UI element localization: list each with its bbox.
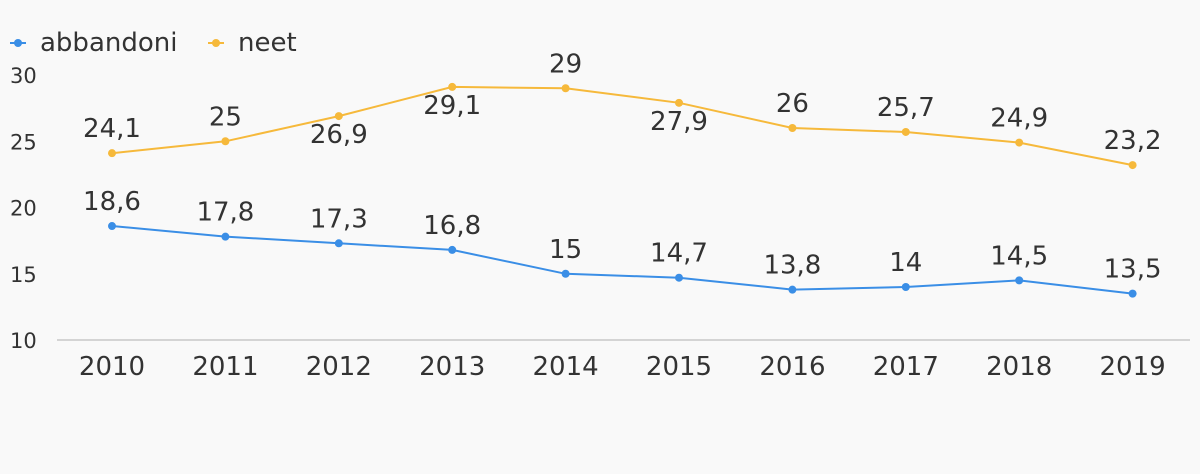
data-point-neet — [561, 84, 570, 93]
series-line-neet — [111, 85, 1133, 167]
x-tick-label: 2018 — [986, 352, 1052, 382]
data-label-neet: 24,1 — [83, 114, 141, 144]
data-point-abbandoni — [334, 239, 343, 248]
data-point-abbandoni — [221, 232, 230, 241]
data-label-neet: 25,7 — [877, 93, 935, 123]
data-label-neet: 23,2 — [1104, 126, 1162, 156]
data-point-neet — [675, 98, 683, 107]
legend-swatch-dot-abbandoni — [14, 39, 22, 47]
data-point-abbandoni — [675, 273, 683, 282]
data-label-abbandoni: 14 — [889, 248, 922, 278]
data-label-neet: 29,1 — [423, 91, 481, 121]
data-point-abbandoni — [788, 285, 797, 294]
data-label-neet: 24,9 — [990, 104, 1048, 134]
y-tick-label: 30 — [10, 64, 37, 88]
data-point-neet — [901, 127, 910, 136]
legend-label-neet: neet — [238, 28, 297, 58]
data-point-abbandoni — [448, 245, 457, 254]
x-tick-label: 2013 — [419, 352, 485, 382]
x-tick-label: 2017 — [873, 352, 939, 382]
data-label-abbandoni: 13,8 — [763, 251, 821, 281]
y-tick-label: 20 — [10, 197, 37, 221]
data-point-abbandoni — [1015, 276, 1024, 285]
data-point-abbandoni — [901, 283, 910, 291]
y-tick-label: 10 — [10, 329, 37, 353]
x-tick-label: 2019 — [1100, 352, 1166, 382]
data-label-abbandoni: 17,8 — [196, 198, 254, 228]
data-point-neet — [788, 124, 797, 132]
data-point-neet — [1128, 161, 1137, 170]
data-label-abbandoni: 14,7 — [650, 239, 708, 269]
data-label-abbandoni: 18,6 — [83, 187, 141, 217]
data-label-neet: 27,9 — [650, 107, 708, 137]
data-point-abbandoni — [561, 269, 570, 278]
x-tick-label: 2014 — [533, 352, 599, 382]
data-point-abbandoni — [108, 222, 116, 231]
legend-swatch-dot-neet — [212, 39, 220, 47]
data-label-abbandoni: 15 — [549, 235, 582, 265]
y-tick-label: 15 — [10, 263, 37, 287]
series-line-abbandoni — [111, 225, 1133, 295]
data-label-neet: 25 — [209, 102, 242, 132]
x-tick-label: 2015 — [646, 352, 712, 382]
x-tick-label: 2012 — [306, 352, 372, 382]
legend-label-abbandoni: abbandoni — [40, 28, 177, 58]
data-point-neet — [334, 112, 343, 121]
data-label-neet: 26,9 — [310, 120, 368, 150]
data-point-neet — [1015, 138, 1024, 147]
x-tick-label: 2016 — [759, 352, 825, 382]
x-tick-label: 2011 — [192, 352, 258, 382]
data-label-abbandoni: 16,8 — [423, 211, 481, 241]
data-point-neet — [448, 82, 457, 91]
data-point-abbandoni — [1128, 289, 1137, 298]
data-label-neet: 26 — [776, 89, 809, 119]
data-label-abbandoni: 17,3 — [310, 204, 368, 234]
data-point-neet — [108, 149, 116, 158]
data-point-neet — [221, 137, 230, 146]
data-label-abbandoni: 13,5 — [1104, 255, 1162, 285]
x-tick-label: 2010 — [79, 352, 145, 382]
y-tick-label: 25 — [10, 130, 37, 154]
data-label-abbandoni: 14,5 — [990, 241, 1048, 271]
data-label-neet: 29 — [549, 49, 582, 79]
